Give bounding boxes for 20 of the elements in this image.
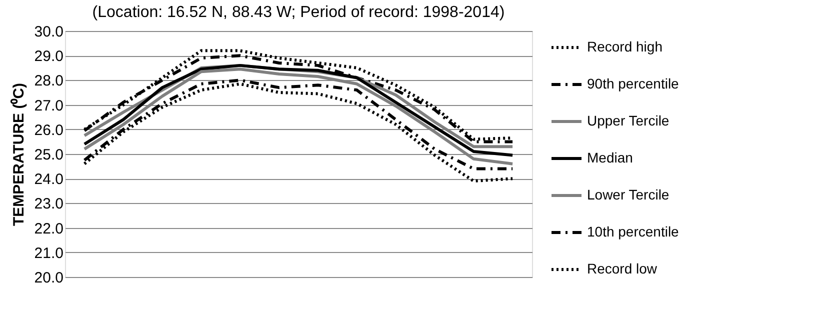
y-tick-label: 28.0 [34, 72, 64, 90]
legend-label: 90th percentile [587, 76, 680, 92]
y-tick-label: 22.0 [34, 220, 64, 238]
y-tick-label: 30.0 [34, 24, 64, 40]
y-axis-title: TEMPERATURE (⁰C) [9, 82, 28, 226]
y-tick-label: 27.0 [34, 97, 64, 114]
y-tick-label: 20.0 [34, 270, 64, 286]
y-tick-label: 25.0 [34, 146, 64, 164]
y-tick-label: 29.0 [34, 48, 64, 66]
legend-label: Upper Tercile [587, 112, 670, 128]
legend-label: Median [587, 150, 633, 166]
y-tick-label: 24.0 [34, 171, 64, 188]
y-tick-label: 21.0 [34, 244, 64, 262]
chart-title: (Location: 16.52 N, 88.43 W; Period of record: 1998-2014) [92, 4, 505, 21]
legend-label: 10th percentile [587, 224, 680, 240]
y-tick-label: 23.0 [34, 196, 64, 213]
y-tick-label: 26.0 [34, 122, 64, 139]
legend-label: Lower Tercile [587, 186, 670, 202]
legend-label: Record high [587, 38, 662, 54]
legend-label: Record low [587, 260, 658, 276]
